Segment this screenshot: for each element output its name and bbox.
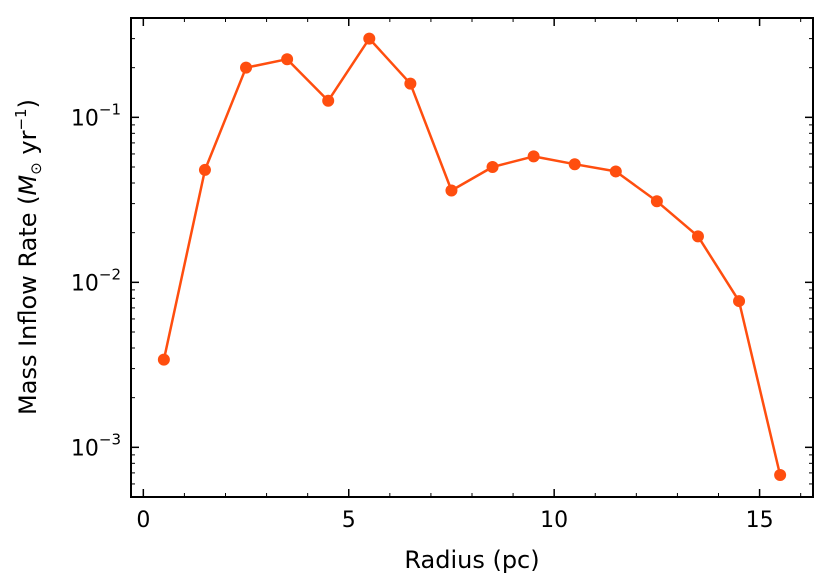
data-point: [322, 94, 335, 107]
x-tick-label: 5: [342, 508, 356, 533]
y-axis-label: Mass Inflow Rate (M⊙ yr−1): [12, 99, 45, 415]
x-tick-label: 0: [136, 508, 150, 533]
y-axis-label-symbol: M: [14, 175, 42, 196]
data-point: [486, 161, 499, 174]
x-tick-label: 15: [746, 508, 774, 533]
data-point: [281, 53, 294, 66]
x-tick-label: 10: [540, 508, 568, 533]
data-point: [157, 353, 170, 366]
series-line: [162, 37, 782, 476]
data-point: [527, 150, 540, 163]
y-tick-exponent: −3: [99, 430, 121, 448]
data-point: [774, 468, 787, 481]
data-point: [445, 184, 458, 197]
x-axis-label: Radius (pc): [404, 546, 539, 574]
y-tick-exponent: −1: [99, 100, 121, 118]
data-point: [733, 295, 746, 308]
y-tick-label: 10−2: [71, 265, 121, 296]
y-axis-label-suffix: ): [14, 99, 42, 108]
data-point: [363, 32, 376, 45]
data-point: [650, 195, 663, 208]
y-tick-label: 10−3: [71, 430, 121, 461]
data-point: [568, 158, 581, 171]
y-tick-base: 10: [71, 436, 99, 461]
y-tick-exponent: −2: [99, 265, 121, 283]
data-point: [240, 61, 253, 74]
y-tick-base: 10: [71, 271, 99, 296]
y-axis-label-subscript: ⊙: [27, 162, 45, 175]
data-point: [198, 163, 211, 176]
y-tick-label: 10−1: [71, 100, 121, 131]
y-axis-label-prefix: Mass Inflow Rate (: [14, 196, 42, 415]
y-tick-base: 10: [71, 106, 99, 131]
data-point: [691, 230, 704, 243]
y-axis-label-exponent: −1: [12, 108, 30, 130]
data-point: [609, 165, 622, 178]
data-point: [404, 77, 417, 90]
y-axis-label-unit: yr: [14, 130, 42, 162]
